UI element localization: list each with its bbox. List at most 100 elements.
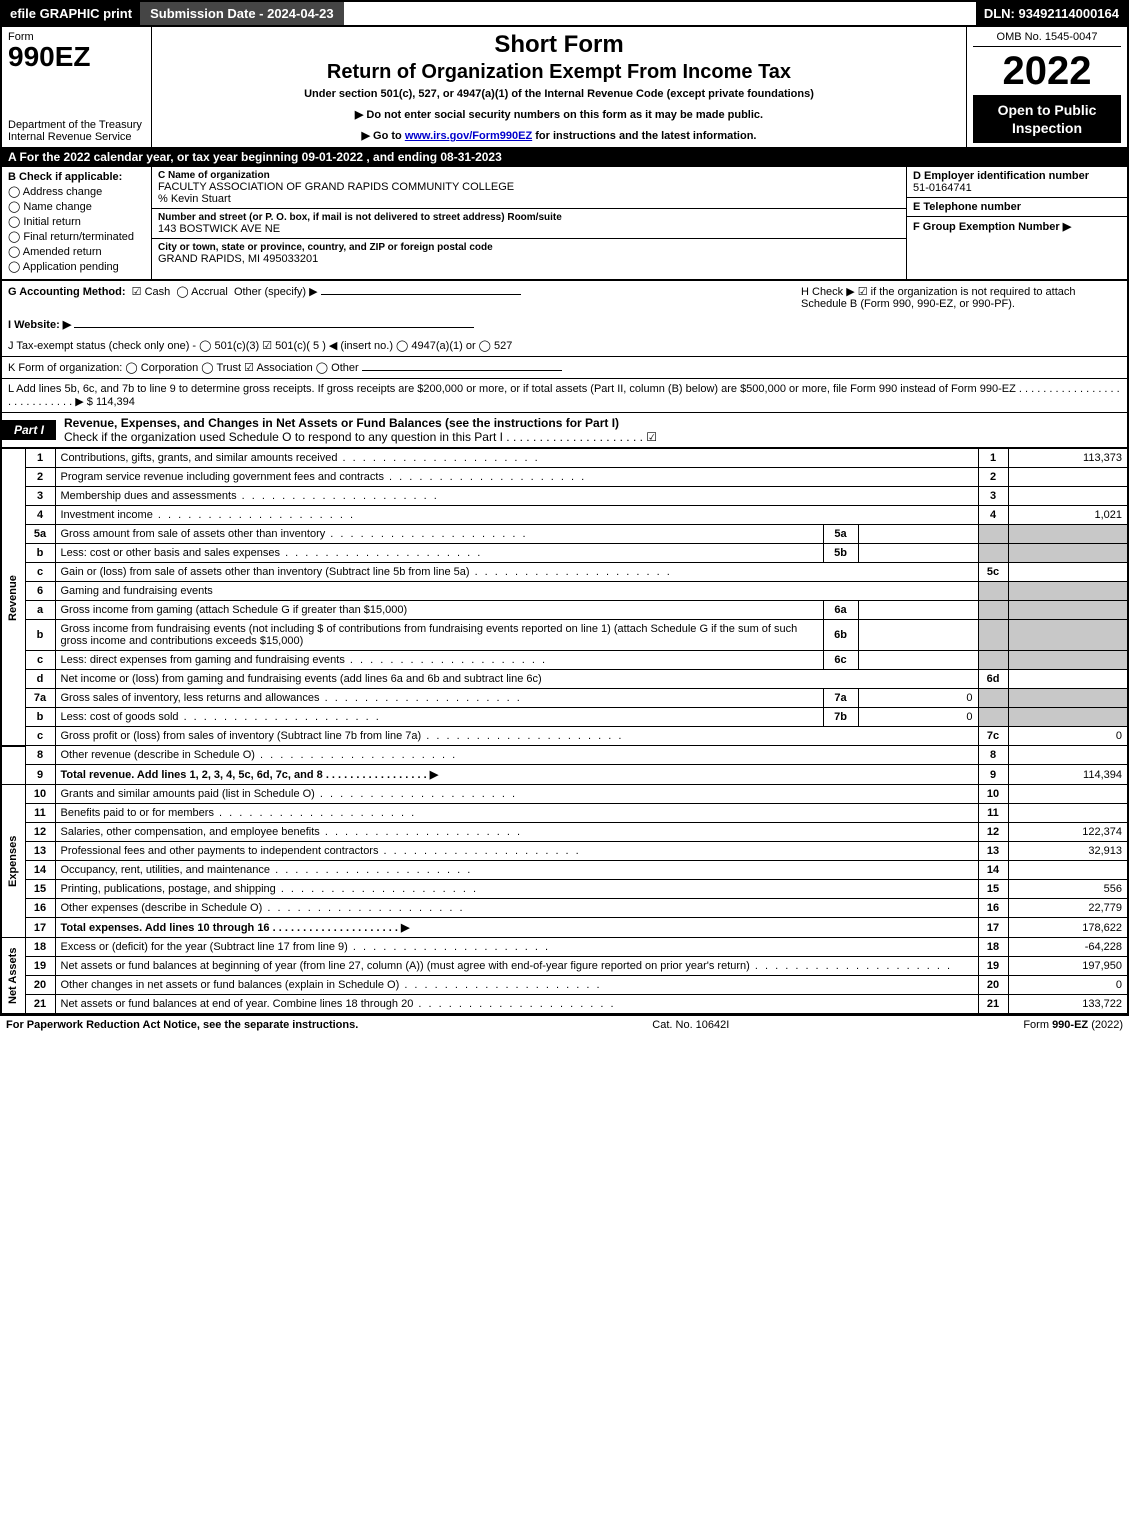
line-desc: Gaming and fundraising events bbox=[55, 582, 978, 601]
gray-cell bbox=[1008, 689, 1128, 708]
line-right-num: 1 bbox=[978, 449, 1008, 468]
col-d-ein: D Employer identification number 51-0164… bbox=[907, 167, 1127, 279]
accrual-label: Accrual bbox=[191, 286, 228, 298]
line-num: 9 bbox=[25, 765, 55, 785]
line-right-num: 9 bbox=[978, 765, 1008, 785]
row-i-label: I Website: ▶ bbox=[8, 319, 71, 331]
line-desc: Total expenses. Add lines 10 through 16 … bbox=[55, 918, 978, 938]
line-right-num: 8 bbox=[978, 746, 1008, 765]
line-desc: Other expenses (describe in Schedule O) bbox=[55, 899, 978, 918]
ein: 51-0164741 bbox=[913, 182, 1121, 194]
line-num: 5a bbox=[25, 525, 55, 544]
row-l-amount: 114,394 bbox=[96, 396, 135, 408]
line-right-num: 12 bbox=[978, 823, 1008, 842]
line-num: b bbox=[25, 544, 55, 563]
chk-label: Final return/terminated bbox=[23, 231, 134, 243]
part1-tab: Part I bbox=[2, 420, 56, 440]
subtitle: Under section 501(c), 527, or 4947(a)(1)… bbox=[160, 88, 958, 100]
gray-cell bbox=[978, 651, 1008, 670]
line-value bbox=[1008, 468, 1128, 487]
other-fill[interactable] bbox=[321, 294, 521, 295]
chk-address-change[interactable]: ◯ Address change bbox=[8, 185, 145, 198]
website-fill[interactable] bbox=[74, 327, 474, 328]
mid-value bbox=[858, 525, 978, 544]
line-desc: Gross profit or (loss) from sales of inv… bbox=[55, 727, 978, 746]
chk-initial-return[interactable]: ◯ Initial return bbox=[8, 215, 145, 228]
line-value: 556 bbox=[1008, 880, 1128, 899]
mid-num: 6b bbox=[823, 620, 858, 651]
city: GRAND RAPIDS, MI 495033201 bbox=[158, 253, 900, 265]
chk-amended-return[interactable]: ◯ Amended return bbox=[8, 245, 145, 258]
line-num: 21 bbox=[25, 995, 55, 1014]
chk-label: Address change bbox=[23, 186, 103, 198]
tax-year: 2022 bbox=[973, 51, 1121, 91]
irs-link[interactable]: www.irs.gov/Form990EZ bbox=[405, 130, 532, 142]
mid-num: 7a bbox=[823, 689, 858, 708]
line-desc: Other revenue (describe in Schedule O) bbox=[55, 746, 978, 765]
footer-right-bold: 990-EZ bbox=[1052, 1019, 1088, 1031]
gray-cell bbox=[1008, 708, 1128, 727]
mid-num: 5a bbox=[823, 525, 858, 544]
line-value bbox=[1008, 670, 1128, 689]
submission-date: Submission Date - 2024-04-23 bbox=[140, 2, 344, 25]
group-hdr: F Group Exemption Number ▶ bbox=[913, 220, 1121, 233]
row-h: H Check ▶ ☑ if the organization is not r… bbox=[801, 285, 1121, 310]
mid-num: 6a bbox=[823, 601, 858, 620]
form-header: Form 990EZ Department of the Treasury In… bbox=[0, 27, 1129, 147]
row-g-left: G Accounting Method: ☑ Cash ◯ Accrual Ot… bbox=[8, 285, 521, 310]
gray-cell bbox=[1008, 601, 1128, 620]
part1-header: Part I Revenue, Expenses, and Changes in… bbox=[0, 412, 1129, 448]
line-desc: Investment income bbox=[55, 506, 978, 525]
line-value: 197,950 bbox=[1008, 957, 1128, 976]
chk-name-change[interactable]: ◯ Name change bbox=[8, 200, 145, 213]
line-desc: Printing, publications, postage, and shi… bbox=[55, 880, 978, 899]
line-desc: Gross income from fundraising events (no… bbox=[55, 620, 823, 651]
line-desc: Program service revenue including govern… bbox=[55, 468, 978, 487]
chk-label: Application pending bbox=[23, 261, 119, 273]
line-value: 1,021 bbox=[1008, 506, 1128, 525]
line-desc: Less: direct expenses from gaming and fu… bbox=[55, 651, 823, 670]
line-value bbox=[1008, 804, 1128, 823]
efile-label[interactable]: efile GRAPHIC print bbox=[2, 2, 140, 25]
mid-num: 7b bbox=[823, 708, 858, 727]
row-k-fill[interactable] bbox=[362, 370, 562, 371]
line-right-num: 17 bbox=[978, 918, 1008, 938]
chk-final-return[interactable]: ◯ Final return/terminated bbox=[8, 230, 145, 243]
line-num: 2 bbox=[25, 468, 55, 487]
line-num: 13 bbox=[25, 842, 55, 861]
mid-value bbox=[858, 544, 978, 563]
line-value: 178,622 bbox=[1008, 918, 1128, 938]
row-g-accounting: G Accounting Method: ☑ Cash ◯ Accrual Ot… bbox=[0, 281, 1129, 314]
chk-application-pending[interactable]: ◯ Application pending bbox=[8, 260, 145, 273]
part1-check: Check if the organization used Schedule … bbox=[64, 430, 657, 444]
part1-title-text: Revenue, Expenses, and Changes in Net As… bbox=[64, 416, 619, 430]
revenue-side-label: Revenue bbox=[1, 449, 25, 746]
dln-label: DLN: 93492114000164 bbox=[976, 2, 1127, 25]
gray-cell bbox=[978, 601, 1008, 620]
line-desc: Net income or (loss) from gaming and fun… bbox=[55, 670, 978, 689]
line-num: d bbox=[25, 670, 55, 689]
line-num: c bbox=[25, 651, 55, 670]
line-right-num: 16 bbox=[978, 899, 1008, 918]
line-desc: Membership dues and assessments bbox=[55, 487, 978, 506]
row-a-tax-year: A For the 2022 calendar year, or tax yea… bbox=[0, 147, 1129, 167]
col-b-title: B Check if applicable: bbox=[8, 171, 145, 183]
footer-right-post: (2022) bbox=[1088, 1019, 1123, 1031]
open-to-public: Open to Public Inspection bbox=[973, 95, 1121, 143]
mid-num: 5b bbox=[823, 544, 858, 563]
gray-cell bbox=[1008, 651, 1128, 670]
row-k-text: K Form of organization: ◯ Corporation ◯ … bbox=[8, 362, 359, 374]
gray-cell bbox=[1008, 582, 1128, 601]
line-value: 22,779 bbox=[1008, 899, 1128, 918]
line-value: 122,374 bbox=[1008, 823, 1128, 842]
section-bcd: B Check if applicable: ◯ Address change … bbox=[0, 167, 1129, 281]
line-desc: Less: cost of goods sold bbox=[55, 708, 823, 727]
line-value bbox=[1008, 563, 1128, 582]
line-right-num: 18 bbox=[978, 938, 1008, 957]
department-label: Department of the Treasury Internal Reve… bbox=[8, 119, 145, 143]
row-j-tax-exempt: J Tax-exempt status (check only one) - ◯… bbox=[0, 335, 1129, 356]
mid-value bbox=[858, 620, 978, 651]
line-right-num: 10 bbox=[978, 785, 1008, 804]
chk-label: Name change bbox=[23, 201, 92, 213]
gray-cell bbox=[978, 620, 1008, 651]
